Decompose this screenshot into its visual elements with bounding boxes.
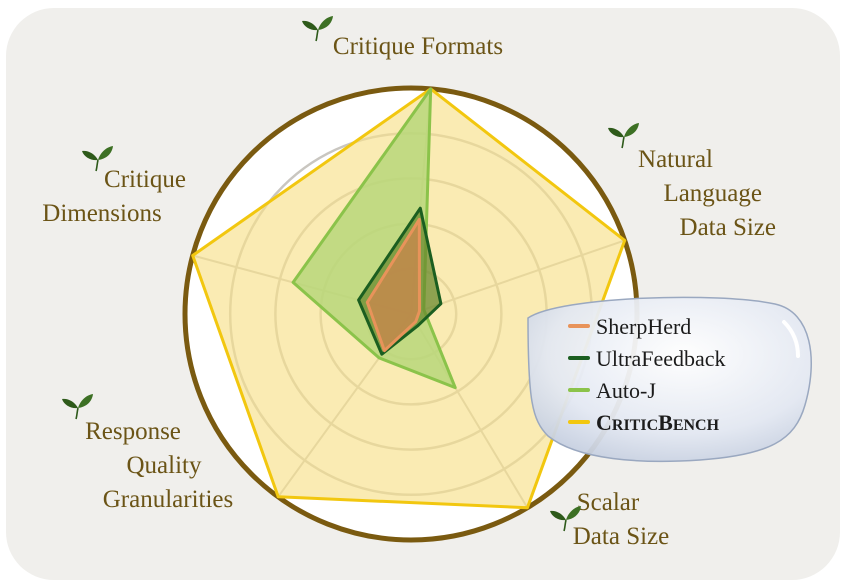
axis-label-line: Critique (104, 166, 186, 193)
axis-label-line: Scalar (577, 489, 640, 516)
axis-label-line: Data Size (680, 214, 776, 241)
series-sherpherd (365, 217, 421, 353)
axis-labels: Critique Formats Natural Language Data Size… (42, 15, 776, 550)
legend-item-auto-j: Auto-J (568, 378, 656, 403)
axis-label-formats: Critique Formats (301, 15, 503, 60)
axis-label-line: Language (663, 180, 762, 207)
axis-label-line: Critique Formats (333, 33, 503, 60)
legend-label: CRITICBENCH (596, 410, 720, 435)
axis-label-line: Granularities (103, 486, 234, 513)
axis-label-line: Quality (127, 452, 202, 479)
legend: SherpHerd UltraFeedback Auto-J CRITICBENCH (527, 296, 812, 463)
legend-highlight (782, 320, 800, 358)
axis-label-line: Natural (638, 146, 713, 173)
axis-label-line: Response (85, 418, 181, 445)
legend-bubble (527, 296, 812, 463)
axis-label-line: Dimensions (42, 200, 161, 227)
axis-label-dimensions: Critique Dimensions (42, 145, 186, 227)
legend-item-ultrafeedback: UltraFeedback (568, 346, 726, 371)
legend-item-sherpherd: SherpHerd (568, 314, 691, 339)
legend-label: UltraFeedback (596, 346, 726, 371)
axis-label-line: Data Size (573, 523, 669, 550)
legend-item-criticbench: CRITICBENCH (568, 410, 720, 435)
legend-label: Auto-J (596, 378, 656, 403)
legend-label: SherpHerd (596, 314, 691, 339)
axis-label-granularities: Response Quality Granularities (61, 393, 234, 513)
axis-label-scalar_size: Scalar Data Size (549, 489, 669, 550)
series-layer (191, 87, 627, 510)
axis-label-nl_size: Natural Language Data Size (607, 122, 776, 241)
